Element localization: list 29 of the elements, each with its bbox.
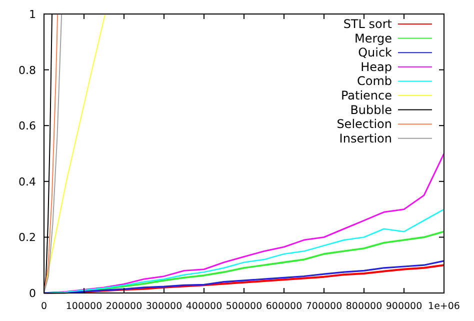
legend-label: STL sort: [343, 17, 392, 31]
y-tick-label: 0.6: [18, 120, 36, 133]
x-tick-label: 700000: [306, 301, 342, 312]
x-tick-label: 900000: [386, 301, 422, 312]
x-tick-label: 200000: [106, 301, 142, 312]
legend-label: Patience: [340, 88, 392, 102]
y-tick-label: 1: [29, 8, 36, 21]
line-series: [44, 152, 444, 294]
y-tick-label: 0.4: [18, 175, 36, 188]
x-tick-label: 800000: [346, 301, 382, 312]
legend-label: Heap: [360, 60, 392, 74]
x-tick-label: 1e+06: [428, 301, 460, 312]
x-tick-label: 100000: [66, 301, 102, 312]
x-tick-label: 300000: [146, 301, 182, 312]
legend-label: Quick: [358, 46, 392, 60]
legend-label: Selection: [336, 117, 392, 132]
x-tick-label: 0: [40, 301, 48, 312]
y-tick-label: 0.2: [18, 231, 36, 244]
legend-label: Bubble: [350, 102, 392, 117]
line-series: [44, 14, 62, 294]
x-tick-label: 600000: [266, 301, 302, 312]
legend-label: Insertion: [339, 131, 392, 146]
y-tick-label: 0.8: [18, 64, 36, 77]
x-tick-label: 500000: [226, 301, 262, 312]
x-tick-label: 400000: [186, 301, 222, 312]
y-tick-label: 0: [29, 287, 36, 300]
legend-label: Merge: [354, 31, 392, 46]
line-series: [44, 230, 444, 294]
legend-label: Comb: [356, 74, 392, 88]
